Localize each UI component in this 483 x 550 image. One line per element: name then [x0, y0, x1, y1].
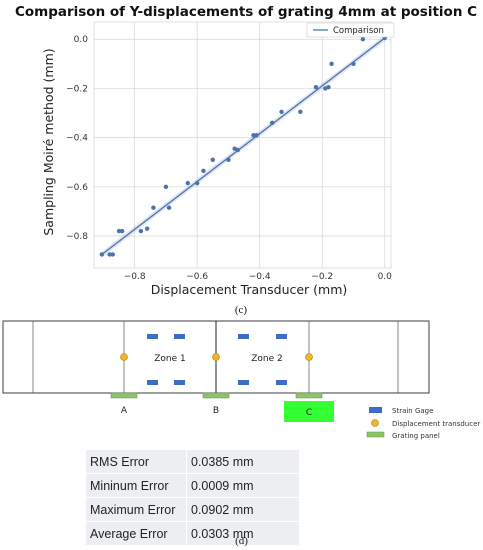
data-point: [166, 205, 172, 210]
data-point: [144, 226, 150, 231]
data-point: [298, 109, 303, 114]
legend: Comparison: [306, 22, 395, 38]
position-a-label: A: [121, 406, 128, 416]
data-point: [326, 84, 331, 90]
data-point: [329, 61, 334, 67]
caption-d: (d): [235, 535, 248, 547]
strain-gage: [147, 334, 158, 339]
grating-panel-c: [295, 392, 323, 399]
strain-gage: [174, 380, 185, 385]
legend-panel-label: Grating panel: [392, 432, 440, 440]
data-point: [313, 84, 319, 90]
data-point: [194, 180, 200, 186]
data-point: [254, 132, 259, 138]
x-tick-label: 0.0: [378, 272, 393, 282]
data-point: [251, 132, 256, 138]
data-point: [99, 252, 105, 257]
data-point: [201, 168, 206, 174]
plot-area: [93, 21, 392, 269]
zone-2-label: Zone 2: [251, 354, 283, 364]
legend-gage-swatch: [369, 407, 382, 413]
row-label: Average Error: [86, 521, 187, 545]
row-value: 0.0303 mm: [186, 521, 299, 545]
y-tick-label: −0.4: [66, 134, 88, 144]
grid-layer: [94, 22, 391, 268]
x-axis-label: Displacement Transducer (mm): [151, 282, 348, 297]
chart-title: Comparison of Y-displacements of grating…: [15, 4, 477, 20]
position-c-highlight: [284, 401, 334, 422]
data-point: [151, 205, 156, 210]
data-point: [110, 252, 115, 257]
x-tick-label: −0.8: [124, 272, 146, 282]
row-value: 0.0902 mm: [186, 497, 299, 522]
x-tick-label: −0.4: [249, 272, 271, 282]
displacement-transducer-a: [120, 353, 128, 361]
data-point: [138, 228, 144, 234]
data-point: [226, 157, 231, 162]
data-point: [279, 109, 284, 114]
row-label: Mininum Error: [86, 473, 187, 498]
data-points: [99, 35, 387, 257]
position-b-label: B: [213, 406, 219, 416]
row-label: Maximum Error: [86, 497, 187, 522]
displacement-transducer-c: [305, 353, 313, 361]
data-point: [163, 184, 169, 190]
strain-gage: [276, 334, 287, 339]
row-value: 0.0009 mm: [186, 473, 299, 498]
data-point: [210, 157, 215, 162]
x-tick-label: −0.6: [186, 272, 208, 282]
table-row: RMS Error 0.0385 mm: [86, 450, 299, 474]
strain-gage: [276, 380, 287, 385]
tick-labels: −0.8 −0.6 −0.4 −0.2 0.0 −0.8 −0.6 −0.4 −0.2 0.0: [66, 35, 392, 282]
data-point: [360, 37, 366, 42]
data-point: [235, 147, 241, 153]
data-point: [185, 180, 190, 186]
y-tick-label: −0.8: [66, 232, 88, 242]
legend-transducer-label: Displacement transducer: [392, 420, 480, 428]
strain-gage: [174, 334, 185, 339]
position-c-label: C: [306, 408, 312, 418]
table-row: Average Error 0.0303 mm: [86, 521, 299, 545]
row-label: RMS Error: [86, 450, 187, 474]
data-point: [270, 120, 275, 126]
strain-gage: [147, 380, 158, 385]
data-point: [116, 228, 122, 234]
data-point: [351, 61, 356, 67]
zone-1-label: Zone 1: [154, 354, 186, 364]
grating-panel-b: [202, 392, 230, 399]
table-row: Maximum Error 0.0902 mm: [86, 497, 299, 522]
fit-line-layer: [101, 37, 386, 255]
error-table: RMS Error 0.0385 mm Mininum Error 0.0009…: [86, 450, 299, 545]
row-value: 0.0385 mm: [191, 454, 254, 469]
legend-label: Comparison: [333, 26, 384, 36]
legend-panel-swatch: [366, 431, 385, 438]
displacement-transducer-b: [212, 353, 220, 361]
caption-c: (c): [235, 304, 248, 316]
legend-box: [306, 22, 395, 38]
y-tick-label: −0.6: [66, 183, 88, 193]
y-axis-label: Sampling Moiré method (mm): [41, 48, 56, 235]
y-tick-label: −0.2: [66, 84, 88, 94]
legend-gage-label: Strain Gage: [392, 407, 433, 415]
setup-diagram: Zone 1 Zone 2 A B C Strain Gage Displace…: [2, 320, 480, 440]
data-point: [119, 228, 125, 234]
strain-gage: [238, 380, 249, 385]
legend-transducer-swatch: [371, 419, 379, 427]
y-tick-label: 0.0: [74, 35, 89, 45]
table-row: Mininum Error 0.0009 mm: [86, 473, 299, 498]
grating-panel-a: [110, 392, 138, 399]
x-tick-label: −0.2: [311, 272, 333, 282]
strain-gage: [238, 334, 249, 339]
data-point: [107, 252, 112, 257]
fit-line: [101, 37, 386, 255]
figure-canvas: Comparison of Y-displacements of grating…: [2, 4, 480, 440]
